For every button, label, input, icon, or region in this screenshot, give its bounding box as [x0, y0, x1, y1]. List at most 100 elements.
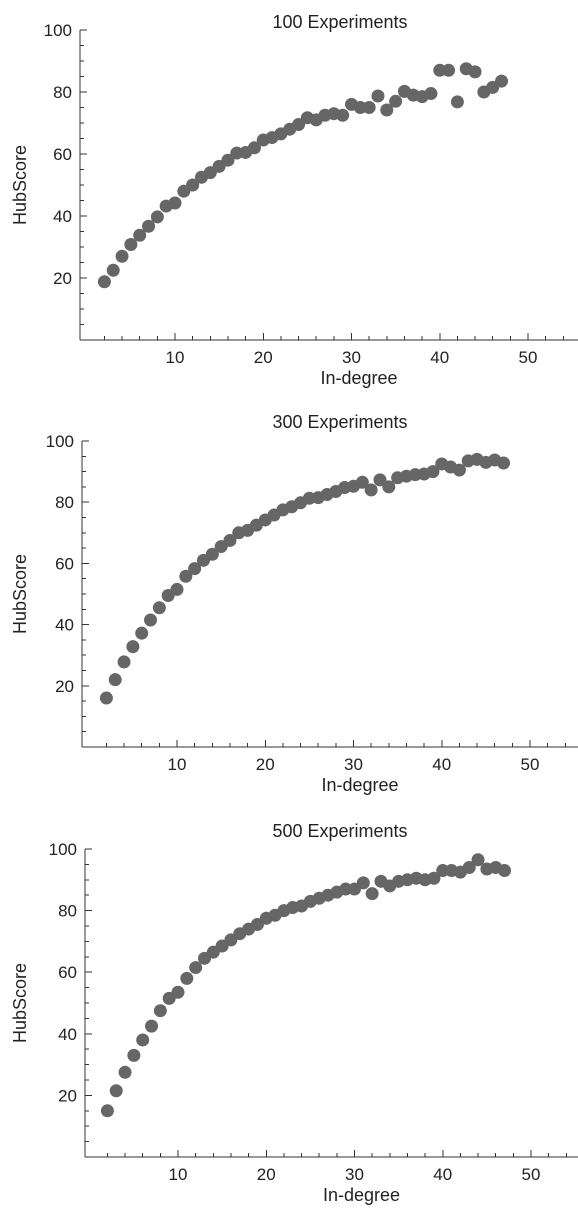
x-tick-label: 50 [521, 755, 540, 774]
x-tick-label: 10 [166, 348, 185, 367]
y-tick-label: 80 [55, 493, 74, 512]
chart-panel-500-experiments: 20 40 60 80 100 10 20 30 40 50 In-degree HubScore 50… [10, 821, 578, 1205]
x-tick-label: 30 [344, 755, 363, 774]
data-point [495, 74, 509, 88]
data-point [356, 876, 370, 890]
data-point [247, 141, 261, 155]
data-point [170, 582, 184, 596]
x-tick-label: 30 [342, 348, 361, 367]
data-point [336, 108, 350, 122]
data-point [126, 640, 140, 654]
x-axis-label: In-degree [321, 775, 398, 795]
x-axis-label: In-degree [323, 1185, 400, 1205]
y-tick-label: 80 [58, 902, 77, 921]
data-point [223, 533, 237, 547]
data-point [389, 94, 403, 108]
y-axis-label: HubScore [10, 554, 30, 634]
y-tick-label: 60 [55, 554, 74, 573]
data-point [144, 613, 158, 627]
x-tick-label: 10 [168, 755, 187, 774]
chart-title: 500 Experiments [272, 821, 407, 841]
x-tick-label: 10 [169, 1165, 188, 1184]
data-point [180, 971, 194, 985]
data-point [205, 547, 219, 561]
data-point [135, 626, 149, 640]
data-point [498, 864, 512, 878]
x-tick-label: 30 [345, 1165, 364, 1184]
x-tick-label: 40 [433, 1165, 452, 1184]
data-point [380, 103, 394, 117]
x-tick-label: 40 [430, 348, 449, 367]
data-point [188, 562, 202, 576]
data-point [426, 465, 440, 479]
data-point [109, 1084, 123, 1098]
data-point [152, 601, 166, 615]
x-tick-label: 50 [522, 1165, 541, 1184]
y-tick-label: 60 [58, 963, 77, 982]
data-point [171, 985, 185, 999]
data-point [179, 569, 193, 583]
y-tick-label: 100 [49, 840, 77, 859]
y-tick-label: 20 [55, 677, 74, 696]
y-tick-label: 20 [58, 1086, 77, 1105]
chart-title: 300 Experiments [272, 412, 407, 432]
y-tick-label: 80 [53, 83, 72, 102]
y-tick-label: 40 [58, 1025, 77, 1044]
data-point [153, 1004, 167, 1018]
data-point [427, 871, 441, 885]
x-tick-label: 20 [257, 1165, 276, 1184]
data-point [106, 263, 120, 277]
data-point [468, 65, 482, 79]
y-tick-label: 40 [53, 207, 72, 226]
data-point [462, 860, 476, 874]
data-point [127, 1048, 141, 1062]
data-point [189, 961, 203, 975]
data-point [117, 655, 131, 669]
data-point [373, 473, 387, 487]
y-tick-label: 20 [53, 269, 72, 288]
data-point [362, 101, 376, 114]
y-axis-label: HubScore [10, 963, 30, 1043]
data-point [99, 691, 113, 705]
data-point [150, 210, 164, 224]
y-tick-label: 100 [44, 21, 72, 40]
data-point [452, 463, 466, 477]
data-point [108, 673, 122, 687]
data-point [100, 1104, 114, 1118]
data-point [471, 853, 485, 867]
data-point [118, 1065, 132, 1079]
data-point [97, 275, 111, 289]
data-point [145, 1019, 159, 1033]
data-point [355, 475, 369, 489]
y-axis-label: HubScore [10, 145, 30, 225]
data-point [168, 196, 182, 210]
data-point [371, 89, 385, 103]
data-point [142, 219, 156, 233]
x-axis-label: In-degree [320, 368, 397, 388]
chart-panel-100-experiments: 20 40 60 80 100 10 20 30 40 50 In-degree HubScore 10… [10, 12, 578, 388]
data-point [292, 118, 306, 132]
data-point [186, 178, 200, 192]
data-point [115, 249, 129, 263]
y-tick-label: 40 [55, 616, 74, 635]
chart-title: 100 Experiments [272, 12, 407, 32]
data-point [424, 87, 438, 101]
data-point [364, 483, 378, 497]
data-point [124, 238, 138, 252]
chart-panel-300-experiments: 20 40 60 80 100 10 20 30 40 50 In-degree HubScore 30… [10, 412, 578, 795]
x-tick-label: 50 [519, 348, 538, 367]
y-tick-label: 100 [46, 432, 74, 451]
data-point [221, 153, 235, 167]
data-point [450, 95, 464, 109]
y-tick-label: 60 [53, 145, 72, 164]
data-point [136, 1033, 150, 1047]
data-point [365, 887, 379, 901]
x-tick-label: 20 [256, 755, 275, 774]
x-tick-label: 20 [254, 348, 273, 367]
data-point [497, 456, 511, 470]
x-tick-label: 40 [432, 755, 451, 774]
data-point [442, 63, 456, 77]
data-point [382, 480, 396, 494]
data-point [133, 228, 147, 242]
